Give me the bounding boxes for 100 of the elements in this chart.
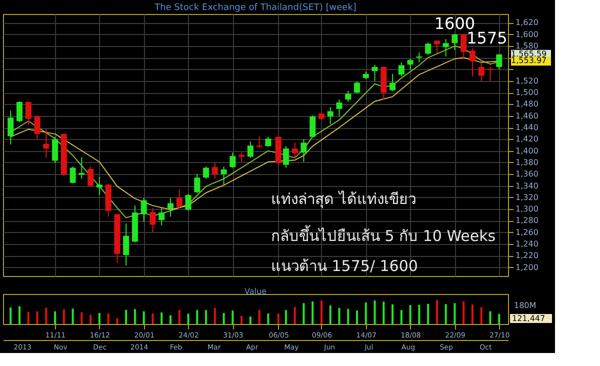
bar bbox=[480, 307, 482, 324]
bar bbox=[312, 301, 314, 324]
annotation: 1,553.97 bbox=[511, 56, 547, 66]
bar bbox=[258, 310, 260, 324]
bar bbox=[134, 309, 136, 324]
bar bbox=[249, 316, 252, 324]
y-tick-label: 1,480 bbox=[516, 100, 538, 109]
bar bbox=[427, 304, 430, 324]
bar bbox=[107, 313, 110, 324]
y-tick-label: 1,300 bbox=[516, 204, 538, 214]
y-tick-label: 1,420 bbox=[516, 134, 538, 144]
candlestick bbox=[34, 114, 40, 140]
bar bbox=[232, 310, 234, 324]
bar bbox=[489, 311, 492, 324]
bar bbox=[444, 304, 447, 324]
candlestick bbox=[345, 90, 352, 102]
bar bbox=[418, 304, 420, 324]
candlestick bbox=[194, 174, 200, 194]
bar bbox=[72, 308, 74, 324]
candlestick bbox=[496, 54, 502, 70]
y-tick-label: 1,280 bbox=[516, 216, 538, 226]
bar bbox=[329, 306, 332, 324]
candlestick bbox=[8, 110, 14, 145]
y-tick-label: 1,620 bbox=[516, 18, 538, 28]
bar bbox=[302, 303, 305, 324]
candlestick bbox=[96, 176, 102, 196]
candlestick bbox=[185, 193, 192, 212]
text: 180M bbox=[514, 301, 536, 310]
candlestick bbox=[176, 188, 182, 208]
bar bbox=[80, 312, 83, 324]
bar bbox=[116, 318, 118, 324]
chart-title: The Stock Exchange of Thailand(SET) [week] bbox=[154, 3, 356, 13]
bar bbox=[392, 304, 394, 324]
candlestick bbox=[310, 114, 316, 138]
candlestick bbox=[372, 64, 378, 82]
candlestick bbox=[282, 146, 289, 168]
candlestick bbox=[407, 58, 414, 70]
y-tick-label: 1,360 bbox=[516, 170, 538, 179]
y-tick-label: 1,200 bbox=[516, 262, 538, 272]
y-tick-label: 1,600 bbox=[516, 30, 538, 39]
candlestick bbox=[140, 197, 147, 222]
bar bbox=[36, 311, 38, 324]
y-tick-label: 1,260 bbox=[516, 228, 538, 237]
bar bbox=[284, 310, 287, 324]
candlestick bbox=[398, 62, 404, 77]
candlestick bbox=[212, 162, 218, 180]
bar bbox=[320, 300, 322, 324]
bar bbox=[382, 302, 385, 324]
y-tick-label: 1,220 bbox=[516, 251, 538, 260]
y-tick-label: 1,440 bbox=[516, 123, 538, 132]
bar bbox=[10, 307, 12, 324]
candlestick bbox=[434, 40, 440, 54]
candlestick bbox=[43, 128, 50, 158]
bar bbox=[142, 311, 145, 324]
candlestick bbox=[88, 166, 94, 188]
chart-title: Value bbox=[244, 287, 267, 296]
bar bbox=[471, 304, 474, 324]
y-tick-label: 1,580 bbox=[516, 42, 538, 51]
bar bbox=[125, 310, 128, 324]
candlestick bbox=[123, 223, 130, 266]
bar bbox=[18, 306, 20, 324]
candlestick bbox=[292, 142, 298, 158]
candlestick bbox=[220, 166, 227, 186]
bar bbox=[160, 312, 163, 324]
candlestick bbox=[150, 207, 156, 233]
annotation: แท่งล่าสุด ได้แท่งเขียว bbox=[271, 190, 416, 209]
bar bbox=[214, 308, 216, 324]
bar bbox=[98, 312, 100, 324]
bar bbox=[400, 310, 402, 324]
bar bbox=[169, 315, 172, 324]
candlestick bbox=[327, 106, 334, 125]
y-tick-label: 1,380 bbox=[516, 158, 538, 167]
candlestick bbox=[230, 152, 236, 168]
candlestick bbox=[478, 62, 484, 82]
bar bbox=[436, 300, 438, 324]
bar bbox=[374, 300, 376, 324]
y-tick-label: 1,500 bbox=[516, 88, 538, 98]
candlestick bbox=[203, 166, 210, 180]
bar bbox=[27, 312, 30, 324]
candlestick bbox=[469, 48, 476, 77]
bar bbox=[356, 310, 358, 324]
y-tick-label: 1,240 bbox=[516, 239, 538, 248]
candlestick bbox=[265, 136, 272, 148]
bar bbox=[54, 311, 56, 324]
candlestick bbox=[300, 138, 307, 162]
candlestick bbox=[158, 207, 165, 226]
bar bbox=[267, 313, 270, 324]
candlestick bbox=[70, 166, 76, 184]
candlestick bbox=[25, 100, 32, 126]
candlestick bbox=[452, 33, 458, 51]
candlestick bbox=[487, 66, 494, 82]
y-tick-label: 1,520 bbox=[516, 76, 538, 86]
bar bbox=[338, 308, 340, 324]
candlestick bbox=[354, 81, 360, 94]
bar bbox=[62, 309, 65, 324]
annotation: 1,565.59 bbox=[511, 49, 547, 58]
annotation: แนวต้าน 1575/ 1600 bbox=[271, 257, 418, 275]
candlestick bbox=[247, 141, 254, 158]
y-tick-label: 1,320 bbox=[516, 192, 538, 202]
bar bbox=[187, 314, 190, 324]
